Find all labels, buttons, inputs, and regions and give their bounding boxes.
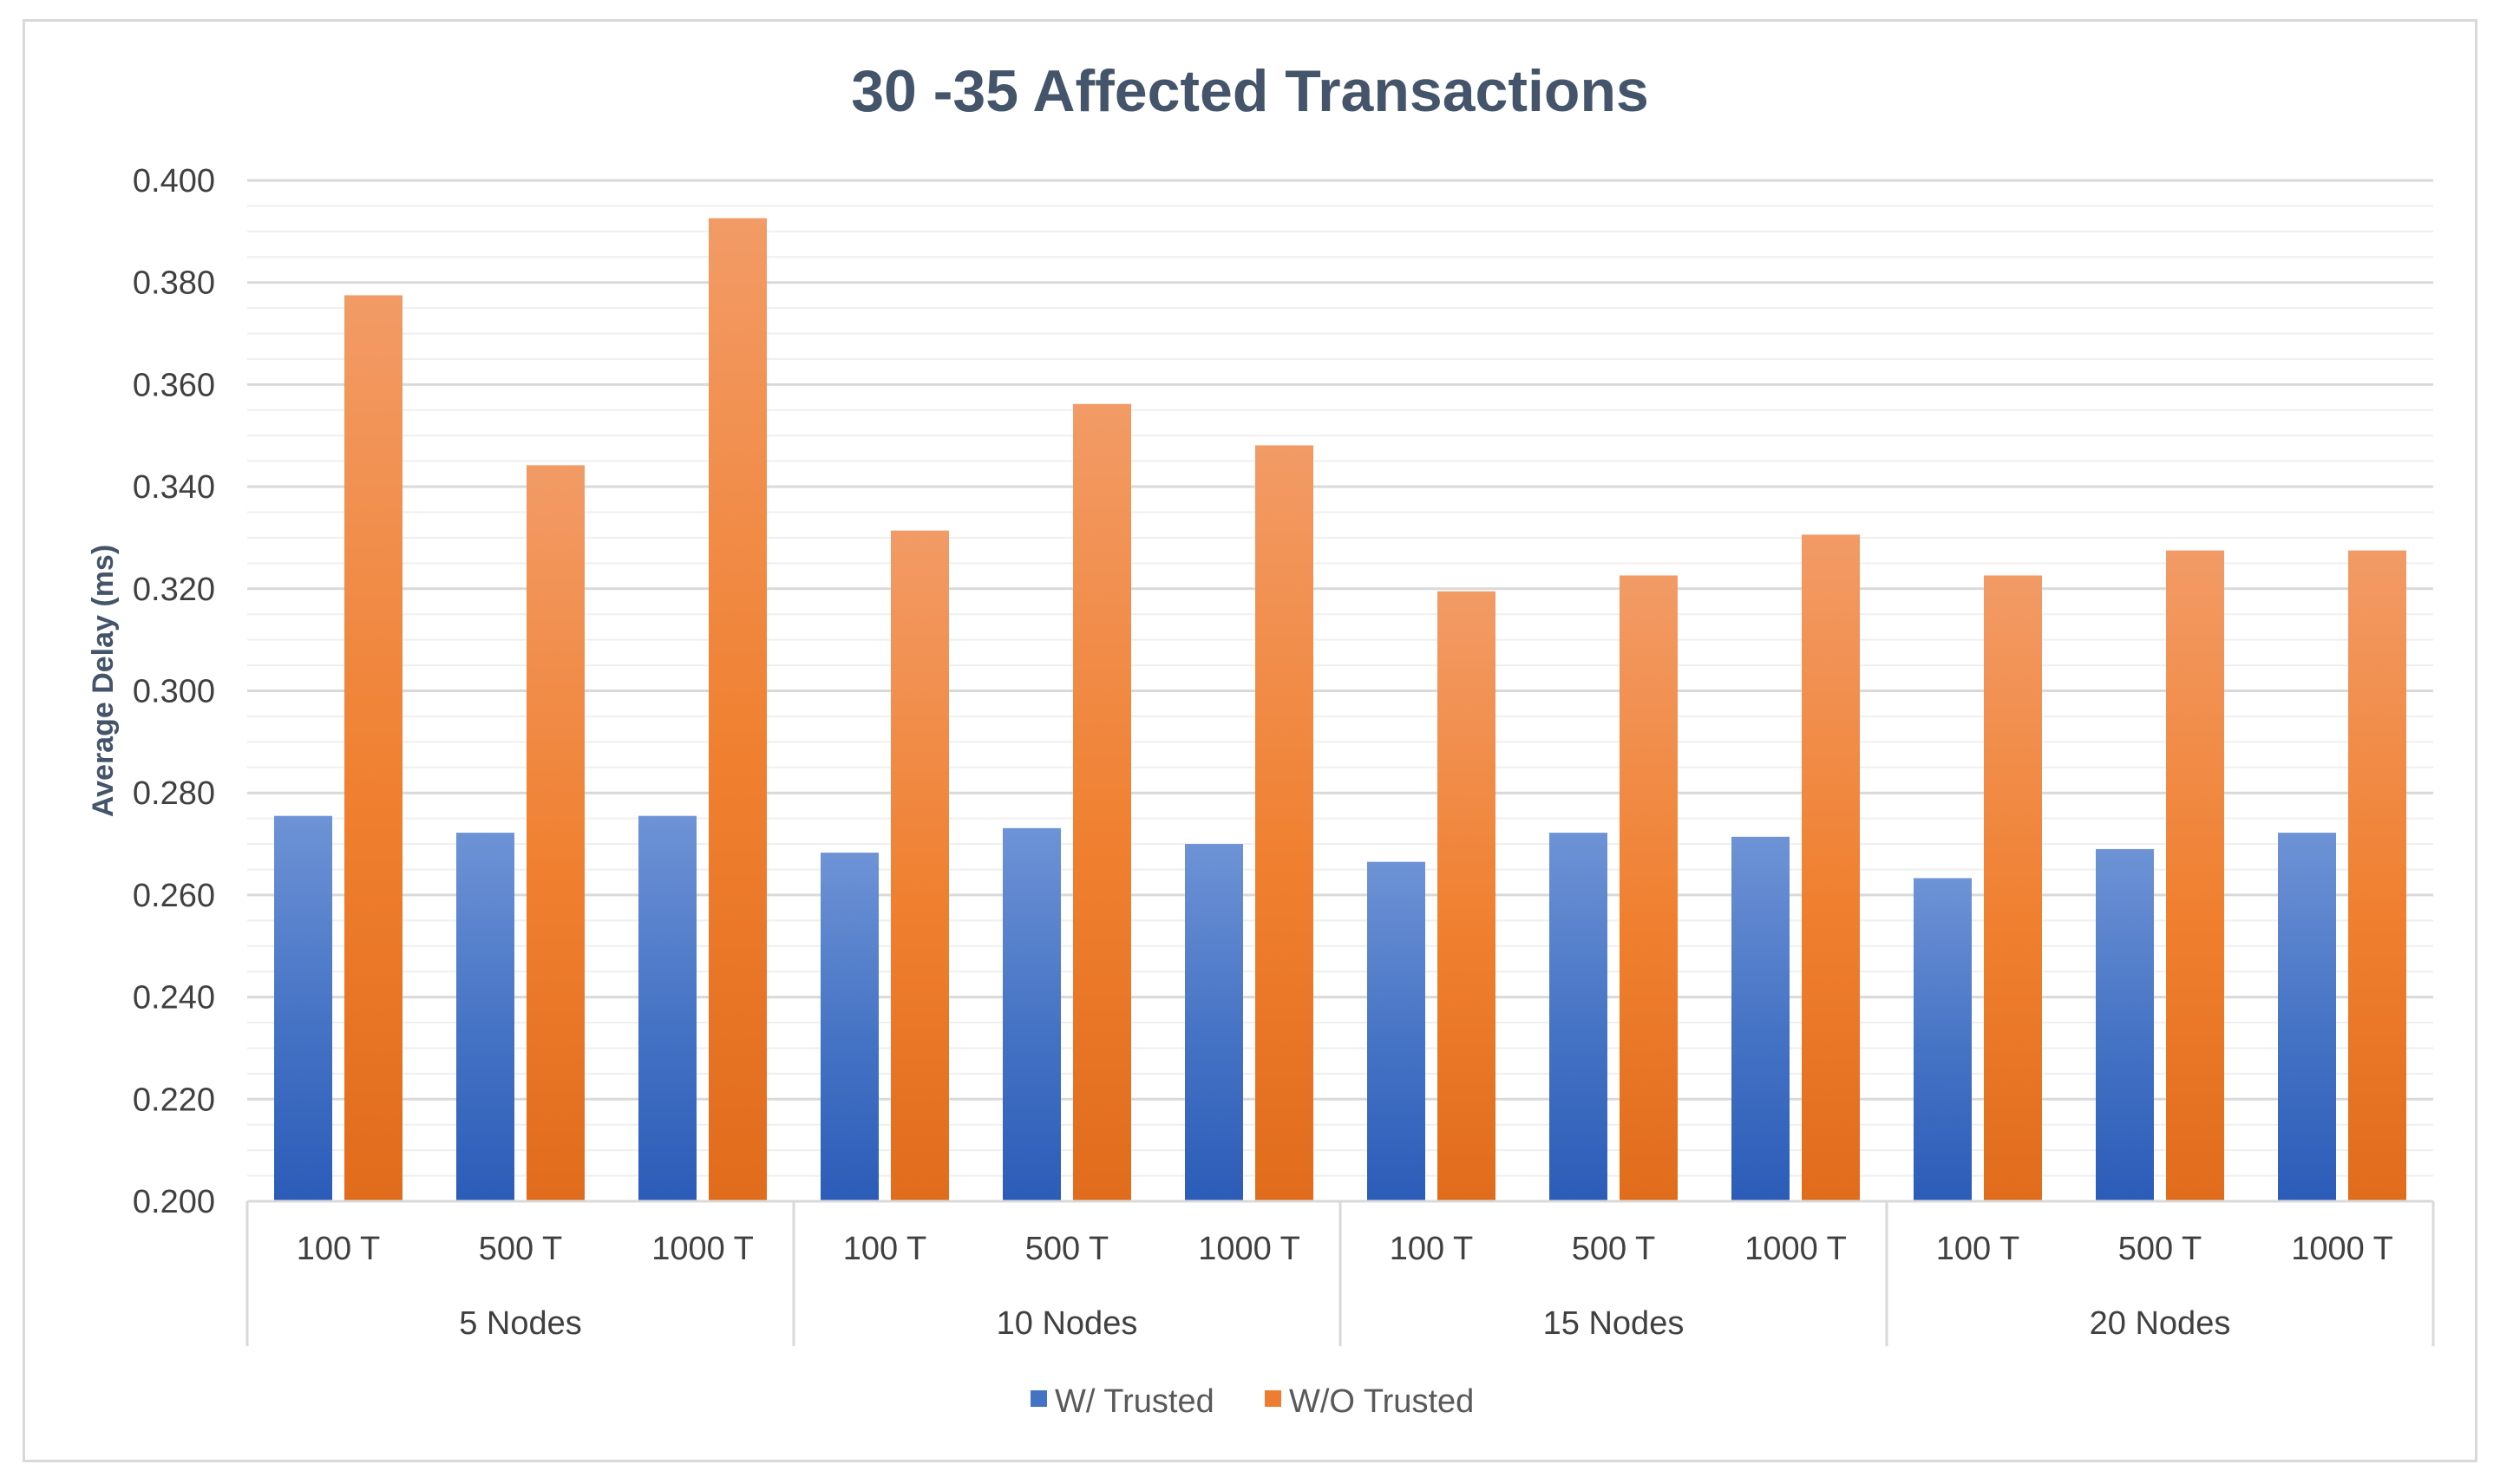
legend-label-wo-trusted: W/O Trusted — [1289, 1383, 1474, 1420]
x-tick-label: 100 T — [1936, 1231, 2019, 1267]
y-tick-label: 0.380 — [133, 265, 215, 302]
x-tick-label: 1000 T — [1744, 1231, 1847, 1267]
bar-wo-trusted — [1437, 591, 1495, 1201]
y-tick-label: 0.220 — [133, 1082, 215, 1118]
y-tick-label: 0.400 — [133, 163, 215, 199]
x-tick-label: 100 T — [297, 1231, 380, 1267]
bar-wo-trusted — [891, 530, 949, 1201]
y-tick-label: 0.340 — [133, 469, 215, 506]
y-axis-label: Average Delay (ms) — [87, 545, 120, 817]
bar-w-trusted — [1914, 878, 1972, 1201]
gridlines — [247, 179, 2433, 1177]
y-tick-label: 0.260 — [133, 878, 215, 914]
x-group-label: 10 Nodes — [997, 1305, 1138, 1342]
bar-wo-trusted — [1255, 445, 1313, 1201]
bar-w-trusted — [1549, 833, 1607, 1201]
y-tick-label: 0.200 — [133, 1184, 215, 1220]
bar-w-trusted — [1185, 844, 1243, 1201]
legend-swatch-w-trusted — [1031, 1390, 1047, 1407]
bar-w-trusted — [821, 853, 879, 1201]
x-tick-label: 1000 T — [2291, 1231, 2393, 1267]
x-group-label: 15 Nodes — [1543, 1305, 1685, 1342]
x-tick-label: 100 T — [843, 1231, 926, 1267]
bar-w-trusted — [1367, 861, 1425, 1201]
bar-w-trusted — [1731, 836, 1790, 1201]
bar-wo-trusted — [709, 218, 767, 1202]
y-tick-label: 0.320 — [133, 572, 215, 608]
legend: W/ Trusted W/O Trusted — [1031, 1383, 1474, 1420]
bar-wo-trusted — [1984, 575, 2042, 1201]
x-tick-label: 500 T — [479, 1231, 562, 1267]
x-group-label: 20 Nodes — [2090, 1305, 2231, 1342]
x-tick-label: 100 T — [1390, 1231, 1473, 1267]
chart-frame — [23, 19, 2477, 1462]
legend-swatch-wo-trusted — [1265, 1390, 1281, 1407]
x-axis: 100 T 500 T 1000 T 100 T 500 T 1000 T 100 T 500… — [245, 1200, 2435, 1346]
bar-wo-trusted — [1802, 534, 1860, 1201]
legend-label-w-trusted: W/ Trusted — [1055, 1383, 1214, 1420]
y-axis-ticks: 0.200 0.220 0.240 0.260 0.280 0.300 0.320 0.340… — [133, 163, 215, 1220]
bar-w-trusted — [456, 833, 514, 1201]
x-tick-label: 1000 T — [1198, 1231, 1300, 1267]
bar-wo-trusted — [2348, 550, 2406, 1201]
y-tick-label: 0.280 — [133, 775, 215, 812]
bar-wo-trusted — [1620, 575, 1678, 1201]
x-group-label: 5 Nodes — [459, 1305, 582, 1342]
y-tick-label: 0.240 — [133, 980, 215, 1017]
bar-wo-trusted — [2166, 550, 2224, 1201]
bar-w-trusted — [274, 815, 332, 1201]
bar-wo-trusted — [1073, 403, 1131, 1201]
x-tick-label: 500 T — [1025, 1231, 1109, 1267]
bar-w-trusted — [2278, 833, 2336, 1201]
bar-w-trusted — [638, 815, 697, 1201]
bar-wo-trusted — [527, 465, 585, 1201]
bar-w-trusted — [2096, 848, 2154, 1201]
bar-wo-trusted — [344, 295, 402, 1202]
chart-title: 30 -35 Affected Transactions — [851, 58, 1649, 124]
x-tick-label: 500 T — [1572, 1231, 1655, 1267]
bar-w-trusted — [1003, 827, 1061, 1201]
x-tick-label: 1000 T — [651, 1231, 754, 1267]
x-tick-label: 500 T — [2118, 1231, 2202, 1267]
bars — [274, 218, 2406, 1202]
y-tick-label: 0.360 — [133, 367, 215, 403]
y-tick-label: 0.300 — [133, 674, 215, 710]
